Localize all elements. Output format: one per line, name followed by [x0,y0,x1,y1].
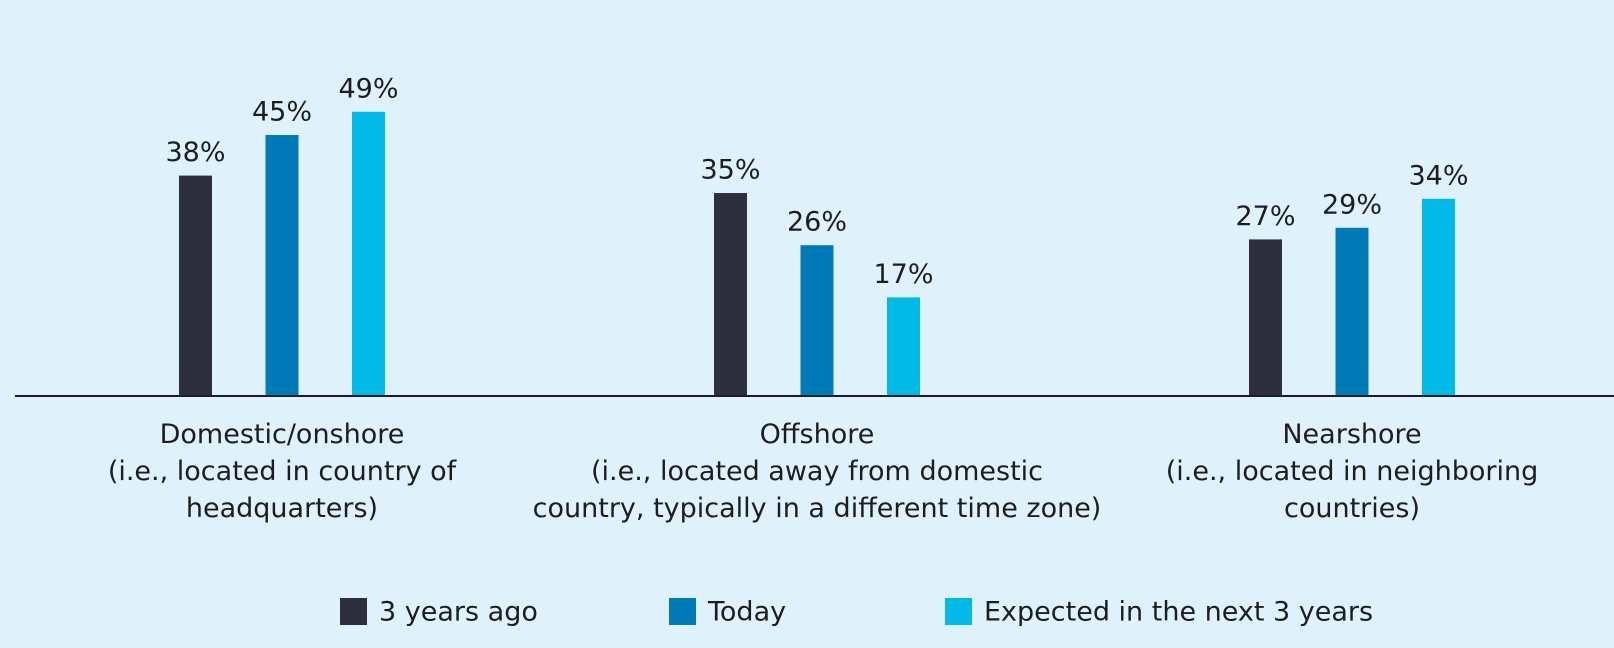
bar [265,135,299,396]
x-tick-label-line: country, typically in a different time z… [533,493,1102,524]
x-tick-label-line: countries) [1284,493,1420,524]
x-tick-label-line: (i.e., located away from domestic [591,456,1043,487]
x-tick-label: Offshore (i.e., located away from domesti… [533,419,1102,524]
bar [714,193,747,396]
x-tick-label-line: headquarters) [186,493,378,524]
data-label: 26% [787,207,847,238]
x-tick-label: Domestic/onshore (i.e., located in countr… [108,419,458,524]
legend-swatch [945,598,972,625]
bar [1249,239,1282,396]
x-tick-label-line: Domestic/onshore [160,419,405,450]
legend-label: 3 years ago [379,597,538,628]
x-tick-label: Nearshore (i.e., located in neighboring co… [1166,419,1539,524]
data-label: 45% [252,97,312,128]
legend-label: Today [707,597,786,628]
bar [1422,198,1455,396]
bar [800,245,834,396]
data-label: 35% [700,155,760,186]
x-tick-label-line: (i.e., located in neighboring [1166,456,1539,487]
legend-swatch [340,598,367,625]
bar [1335,227,1369,396]
data-label: 27% [1235,201,1295,232]
legend-label: Expected in the next 3 years [984,597,1373,628]
bar [887,297,920,396]
data-label: 49% [338,73,398,104]
data-label: 17% [873,259,933,290]
data-label: 38% [165,137,225,168]
legend-swatch [669,598,696,625]
data-label: 34% [1408,160,1468,191]
bar [352,111,385,397]
bar [179,175,212,396]
x-tick-label-line: Nearshore [1282,419,1421,450]
data-label: 29% [1322,189,1382,220]
x-tick-label-line: Offshore [760,419,875,450]
x-tick-label-line: (i.e., located in country of [108,456,458,487]
